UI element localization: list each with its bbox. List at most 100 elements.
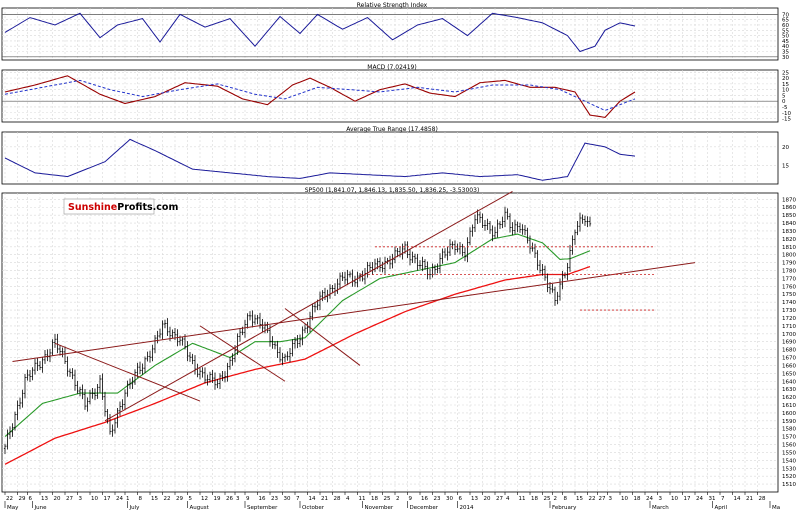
logo-part-com: .com (153, 202, 179, 213)
month-label-7: December (410, 505, 439, 511)
xtick-label-22: 23 (271, 496, 278, 502)
xtick-label-41: 4 (506, 496, 510, 502)
xtick-label-14: 29 (176, 496, 183, 502)
price-ytick-28: 1790 (782, 261, 796, 267)
xtick-label-1: 29 (19, 496, 26, 502)
price-ytick-6: 1570 (782, 435, 796, 441)
xtick-label-51: 10 (621, 496, 628, 502)
xtick-label-46: 8 (564, 496, 568, 502)
xtick-label-47: 15 (576, 496, 583, 502)
month-label-10: March (652, 505, 669, 511)
xtick-label-19: 3 (236, 496, 240, 502)
rsi-ytick-1: 35 (782, 50, 789, 56)
trendline-4 (284, 308, 361, 366)
price-ytick-21: 1720 (782, 316, 796, 322)
xtick-label-4: 20 (54, 496, 61, 502)
sma-slow-line (4, 265, 591, 465)
xtick-label-62: 28 (759, 496, 766, 502)
price-ytick-19: 1700 (782, 332, 796, 338)
macd-ytick-7: 20 (782, 76, 789, 82)
price-ytick-26: 1770 (782, 276, 796, 282)
month-label-1: June (34, 505, 48, 511)
price-ytick-10: 1610 (782, 403, 796, 409)
xtick-label-16: 12 (201, 496, 208, 502)
rsi-ytick-4: 50 (782, 34, 789, 40)
price-ytick-0: 1510 (782, 482, 796, 488)
price-ytick-29: 1800 (782, 253, 796, 259)
xtick-label-7: 10 (91, 496, 98, 502)
rsi-ytick-3: 45 (782, 39, 789, 45)
price-ytick-20: 1710 (782, 324, 796, 330)
price-ytick-23: 1740 (782, 300, 796, 306)
price-ytick-9: 1600 (782, 411, 796, 417)
xtick-label-23: 30 (284, 496, 291, 502)
rsi-ytick-6: 60 (782, 23, 789, 29)
xtick-label-12: 15 (151, 496, 158, 502)
xtick-label-13: 22 (164, 496, 171, 502)
xtick-label-53: 24 (646, 496, 653, 502)
xtick-label-58: 31 (709, 496, 716, 502)
xtick-label-37: 6 (459, 496, 463, 502)
atr-ytick-1: 20 (782, 145, 789, 151)
month-label-3: August (190, 505, 210, 511)
xtick-label-36: 30 (446, 496, 453, 502)
price-ytick-12: 1630 (782, 387, 796, 393)
xtick-label-9: 24 (116, 496, 123, 502)
rsi-ytick-2: 40 (782, 44, 789, 50)
macd-ytick-2: -5 (782, 105, 788, 111)
macd-ytick-6: 15 (782, 82, 789, 88)
price-ytick-27: 1780 (782, 269, 796, 275)
price-ytick-11: 1620 (782, 395, 796, 401)
macd-line (4, 75, 636, 118)
xtick-label-49: 27 (599, 496, 606, 502)
price-ytick-14: 1650 (782, 371, 796, 377)
xtick-label-32: 2 (396, 496, 400, 502)
trendline-3 (199, 325, 286, 382)
xtick-label-61: 21 (746, 496, 753, 502)
xtick-label-24: 7 (296, 496, 300, 502)
rsi-line (4, 12, 636, 53)
xtick-label-56: 17 (684, 496, 691, 502)
month-label-2: July (129, 505, 141, 511)
month-label-4: September (247, 505, 278, 511)
price-ytick-30: 1810 (782, 245, 796, 251)
xtick-label-0: 22 (6, 496, 13, 502)
price-ytick-32: 1830 (782, 229, 796, 235)
price-ytick-15: 1660 (782, 363, 796, 369)
macd-title: MACD (7.02419) (367, 64, 416, 71)
xtick-label-5: 27 (66, 496, 73, 502)
xtick-label-55: 10 (671, 496, 678, 502)
rsi-ytick-0: 30 (782, 55, 789, 61)
atr-line (4, 138, 636, 181)
xtick-label-42: 11 (519, 496, 526, 502)
xtick-label-45: 2 (554, 496, 558, 502)
xtick-label-6: 3 (79, 496, 83, 502)
xtick-label-27: 28 (334, 496, 341, 502)
price-panel-frame (1, 192, 779, 493)
price-ytick-7: 1580 (782, 427, 796, 433)
xtick-label-15: 5 (189, 496, 193, 502)
xtick-label-54: 3 (659, 496, 663, 502)
price-ytick-5: 1560 (782, 443, 796, 449)
xtick-label-31: 25 (384, 496, 391, 502)
rsi-ytick-7: 65 (782, 18, 789, 24)
xtick-label-25: 14 (309, 496, 316, 502)
rsi-ytick-8: 70 (782, 12, 789, 18)
xtick-label-3: 13 (41, 496, 48, 502)
month-label-12: Ma (772, 505, 780, 511)
xtick-label-35: 23 (434, 496, 441, 502)
logo-part-profits: Profits (117, 202, 153, 213)
price-ytick-4: 1550 (782, 450, 796, 456)
xtick-label-43: 18 (531, 496, 538, 502)
price-ytick-8: 1590 (782, 419, 796, 425)
month-label-5: October (302, 505, 325, 511)
sunshine-profits-logo: SunshineProfits.com (63, 198, 179, 215)
price-ytick-24: 1750 (782, 292, 796, 298)
xtick-label-21: 16 (259, 496, 266, 502)
price-ytick-22: 1730 (782, 308, 796, 314)
rsi-title: Relative Strength Index (357, 2, 428, 9)
price-ytick-1: 1520 (782, 474, 796, 480)
xtick-label-40: 27 (496, 496, 503, 502)
xtick-label-17: 19 (214, 496, 221, 502)
